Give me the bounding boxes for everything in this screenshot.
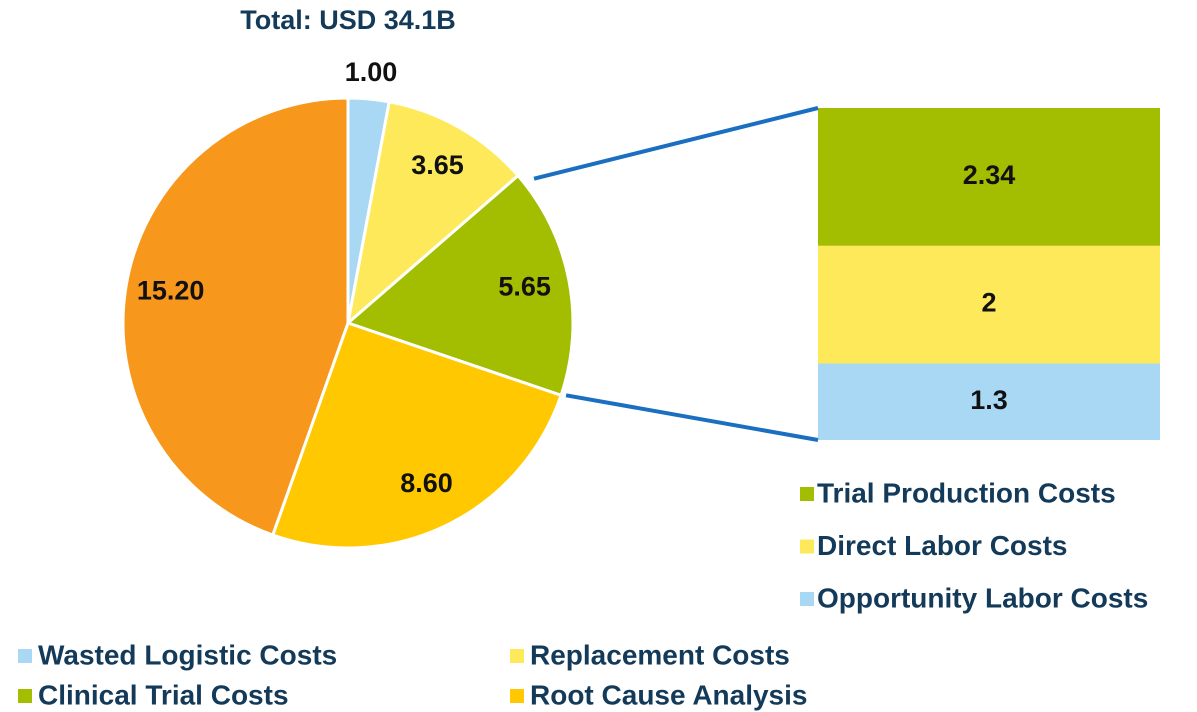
pie-slice bbox=[270, 321, 563, 550]
legend-label: Clinical Trial Costs bbox=[38, 679, 289, 710]
pie-slice bbox=[345, 173, 575, 398]
connector-line bbox=[533, 106, 819, 181]
data-label: 3.65 bbox=[411, 150, 464, 180]
data-label: 1.00 bbox=[345, 57, 398, 87]
legend-swatch bbox=[800, 487, 814, 501]
bar-segment bbox=[818, 363, 1160, 440]
legend-label: Root Cause Analysis bbox=[530, 679, 807, 710]
data-label: 8.60 bbox=[400, 468, 453, 498]
pie-slice bbox=[345, 100, 521, 327]
chart-title: Total: USD 34.1B bbox=[240, 5, 456, 35]
legend-label: Opportunity Labor Costs bbox=[817, 582, 1148, 613]
legend-swatch bbox=[510, 689, 524, 703]
legend-swatch bbox=[18, 649, 32, 663]
legend-label: Wasted Logistic Costs bbox=[38, 639, 337, 670]
legend-label: Direct Labor Costs bbox=[817, 530, 1068, 561]
legend-swatch bbox=[18, 689, 32, 703]
legend-label: Trial Production Costs bbox=[817, 477, 1116, 508]
legend-swatch bbox=[510, 649, 524, 663]
legend-swatch bbox=[800, 539, 814, 554]
bar-label: 2.34 bbox=[963, 160, 1016, 190]
data-label: 5.65 bbox=[498, 272, 551, 302]
bar-label: 2 bbox=[981, 288, 996, 318]
pie-slice bbox=[121, 96, 350, 537]
connector-line bbox=[565, 393, 819, 442]
bar-segment bbox=[818, 108, 1160, 246]
legend-label: Replacement Costs bbox=[530, 639, 790, 670]
data-label: 15.20 bbox=[137, 276, 205, 306]
bar-label: 1.3 bbox=[970, 385, 1008, 415]
legend-swatch bbox=[800, 592, 814, 606]
bar-segment bbox=[818, 245, 1160, 364]
